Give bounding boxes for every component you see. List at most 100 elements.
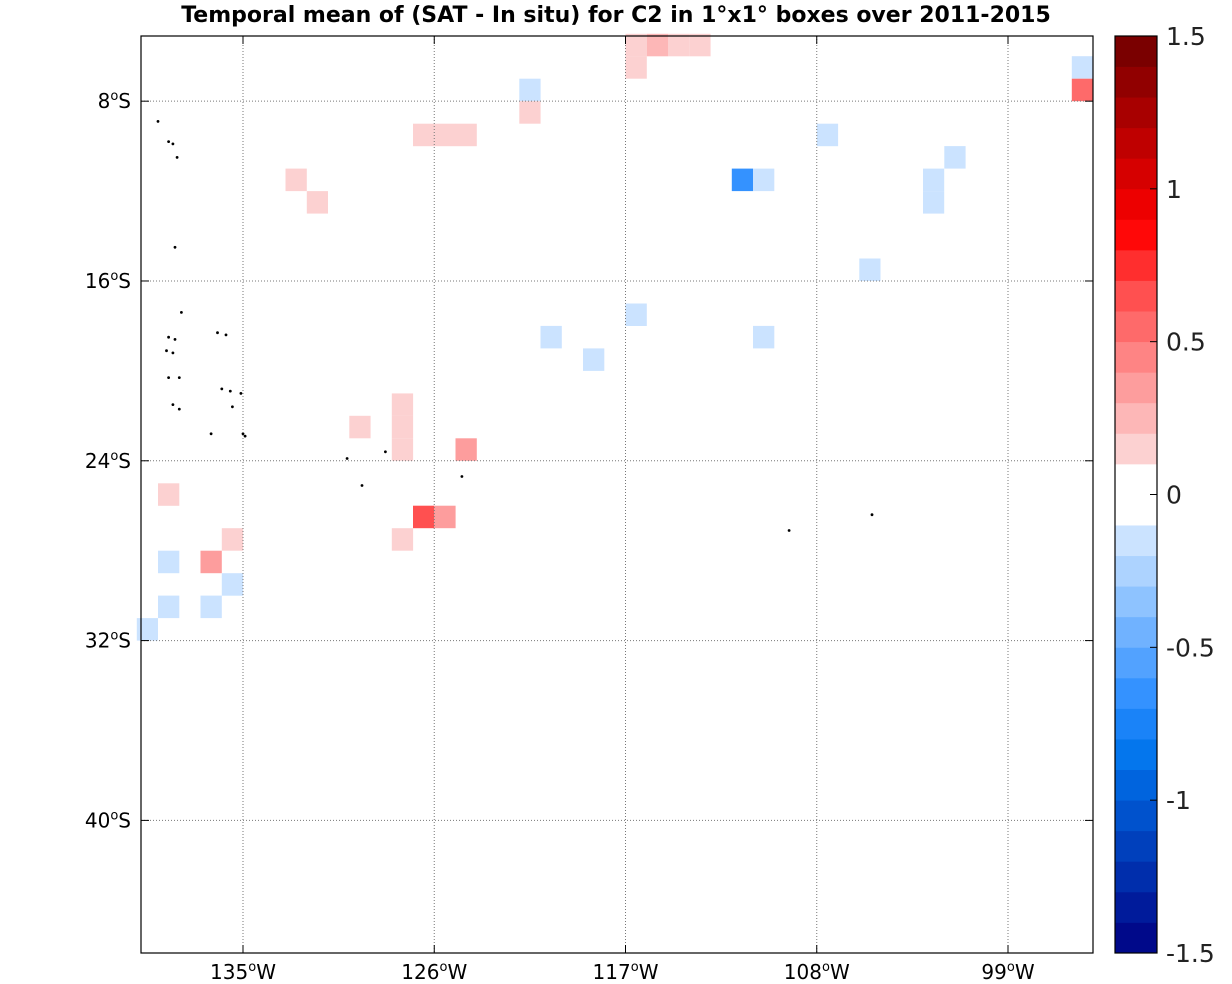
grid-cell: [391, 528, 414, 551]
colorbar-tick-label: 1: [1166, 175, 1182, 204]
colorbar-swatch: [1115, 677, 1157, 709]
colorbar-swatch: [1115, 616, 1157, 648]
island-mark: [173, 245, 177, 249]
y-tick-label: 16oS: [85, 269, 131, 293]
grid-cell: [391, 415, 414, 439]
grid-cell: [753, 325, 775, 349]
grid-cell: [859, 258, 881, 281]
colorbar-tick-label: -1.5: [1166, 939, 1215, 968]
grid-cell: [944, 146, 966, 169]
island-mark: [165, 349, 168, 353]
island-mark: [167, 376, 171, 379]
island-mark: [787, 529, 791, 532]
island-mark: [384, 450, 387, 454]
island-mark: [209, 432, 213, 436]
grid-cell: [221, 528, 244, 551]
colorbar-swatch: [1115, 830, 1157, 862]
y-tick-label: 32oS: [85, 629, 131, 653]
grid-cell: [200, 550, 222, 574]
y-axis-ticks: 8oS 16oS 24oS 32oS 40oS: [85, 89, 1093, 832]
island-mark: [216, 331, 219, 335]
colorbar-tick-label: 1.5: [1166, 22, 1206, 51]
colorbar-swatch: [1115, 555, 1157, 587]
grid-cell: [158, 550, 180, 574]
colorbar-swatch: [1115, 188, 1157, 220]
data-cells: [136, 33, 1094, 641]
colorbar-swatch: [1115, 372, 1157, 404]
grid-cell: [753, 168, 775, 192]
colorbar-swatch: [1115, 800, 1157, 832]
x-tick-label: 126oW: [401, 960, 467, 984]
grid-cell: [455, 123, 477, 147]
grid-cell: [625, 303, 647, 326]
island-mark: [173, 338, 177, 341]
grid-cell: [519, 78, 541, 102]
grid-cell: [816, 123, 839, 147]
grid-cell: [625, 56, 647, 79]
island-mark: [156, 120, 160, 123]
grid-cell: [646, 33, 669, 57]
colorbar-swatch: [1115, 127, 1157, 159]
colorbar-swatch: [1115, 311, 1157, 343]
island-mark: [239, 392, 243, 395]
island-mark: [870, 513, 874, 517]
colorbar-tick-label: 0.5: [1166, 328, 1206, 357]
island-mark: [224, 333, 228, 337]
grid-cell: [731, 168, 753, 192]
island-mark: [171, 403, 175, 406]
colorbar-swatch: [1115, 586, 1157, 618]
grid-cell: [923, 191, 945, 214]
grid-cell: [158, 483, 180, 506]
island-mark: [175, 156, 179, 159]
grid-cell: [455, 438, 477, 461]
x-tick-label: 99oW: [981, 960, 1034, 984]
x-axis-ticks: 135oW 126oW 117oW 108oW 99oW: [210, 36, 1035, 984]
grid-cell: [540, 325, 562, 349]
island-mark: [171, 351, 175, 355]
grid-cell: [285, 168, 307, 192]
grid-cell: [391, 438, 414, 461]
colorbar-swatch: [1115, 219, 1157, 251]
colorbar-swatches: [1115, 36, 1157, 954]
y-tick-label: 40oS: [85, 808, 131, 832]
grid-cell: [668, 33, 690, 57]
y-tick-label: 8oS: [98, 89, 131, 113]
grid-cell: [1071, 78, 1094, 102]
grid-cell: [349, 415, 371, 439]
colorbar-tick-label: -1: [1166, 786, 1191, 815]
colorbar-swatch: [1115, 739, 1157, 770]
colorbar-swatch: [1115, 494, 1157, 526]
island-mark: [177, 376, 181, 379]
colorbar-swatch: [1115, 433, 1157, 465]
map-background: [141, 36, 1093, 953]
grid-cell: [136, 618, 158, 641]
island-mark: [177, 407, 181, 411]
colorbar-swatch: [1115, 891, 1157, 923]
grid-cell: [923, 168, 945, 192]
colorbar-swatch: [1115, 525, 1157, 557]
map-frame: [140, 35, 1094, 954]
grid-cell: [413, 123, 435, 147]
colorbar-swatch: [1115, 647, 1157, 679]
grid-cell: [221, 573, 244, 596]
colorbar-swatch: [1115, 66, 1157, 98]
island-mark: [231, 405, 234, 409]
colorbar-swatch: [1115, 249, 1157, 281]
colorbar-swatch: [1115, 158, 1157, 190]
colorbar-swatch: [1115, 36, 1157, 67]
grid-cell: [434, 123, 456, 147]
colorbar-swatch: [1115, 708, 1157, 740]
y-tick-label: 24oS: [85, 449, 131, 473]
grid-cell: [306, 191, 328, 214]
x-tick-label: 108oW: [784, 960, 850, 984]
grid-cell: [434, 505, 456, 529]
island-mark: [360, 484, 364, 487]
grid-cell: [519, 101, 541, 124]
chart-title: Temporal mean of (SAT - In situ) for C2 …: [181, 3, 1051, 28]
island-mark: [220, 387, 224, 391]
colorbar-swatch: [1115, 861, 1157, 893]
colorbar-swatch: [1115, 463, 1157, 495]
grid-cell: [391, 393, 414, 416]
grid-cell: [413, 505, 435, 529]
grid-cell: [625, 33, 647, 57]
